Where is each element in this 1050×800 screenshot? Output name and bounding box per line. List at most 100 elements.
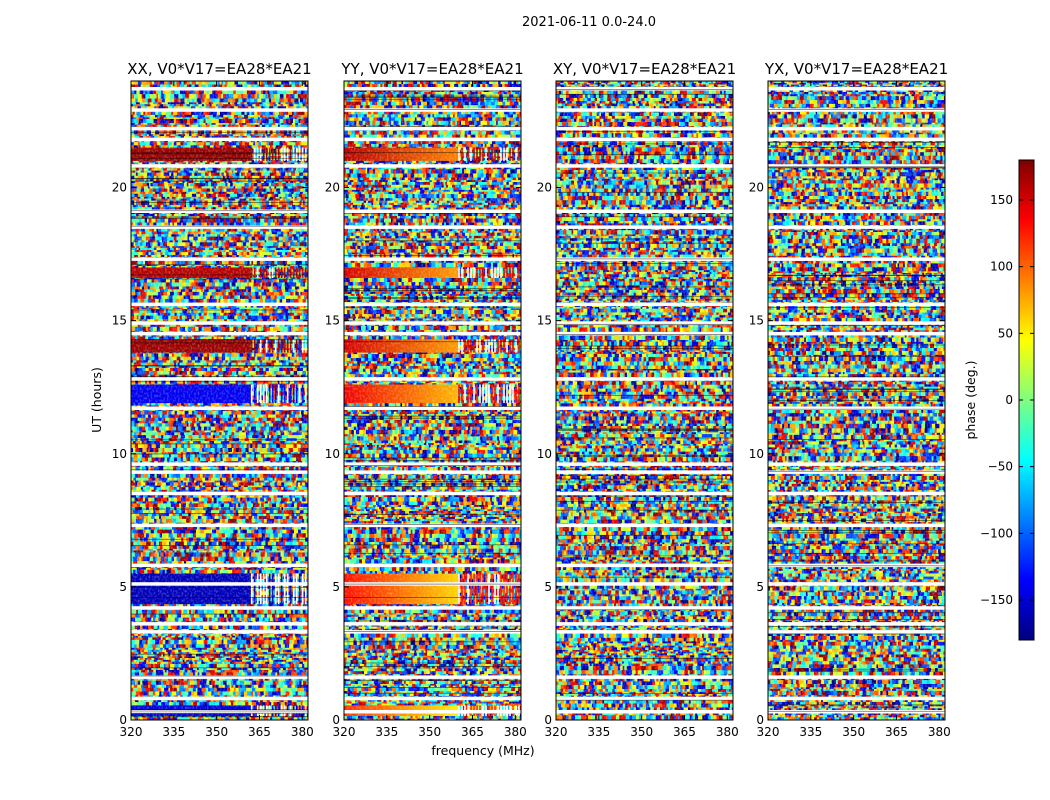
x-tick-label: 380 bbox=[504, 725, 527, 739]
flagged-row bbox=[768, 582, 945, 586]
x-tick-label: 335 bbox=[587, 725, 610, 739]
flagged-row bbox=[131, 87, 308, 91]
x-tick-label: 320 bbox=[757, 725, 780, 739]
colorbar-label: phase (deg.) bbox=[963, 361, 978, 440]
flagged-row bbox=[344, 470, 521, 474]
flagged-row bbox=[768, 225, 945, 229]
y-tick-label: 0 bbox=[119, 713, 127, 727]
flagged-row bbox=[768, 126, 945, 131]
flagged-row bbox=[131, 126, 308, 131]
x-tick-label: 380 bbox=[928, 725, 951, 739]
flagged-row bbox=[556, 710, 733, 714]
panel-xx: XX, V0*V17=EA28*EA21 0 5 10 15 20 320 335 350 365… bbox=[112, 60, 314, 739]
flagged-row bbox=[131, 491, 308, 496]
x-tick-label: 350 bbox=[418, 725, 441, 739]
heatmap-yy bbox=[344, 81, 521, 720]
y-tick-label: 20 bbox=[325, 181, 340, 195]
x-tick-label: 335 bbox=[799, 725, 822, 739]
y-tick-label: 0 bbox=[332, 713, 340, 727]
heatmap-xy bbox=[556, 81, 733, 720]
x-tick-label: 365 bbox=[885, 725, 908, 739]
flagged-row bbox=[344, 164, 521, 168]
y-tick-label: 20 bbox=[749, 181, 764, 195]
plot-frame bbox=[130, 80, 309, 721]
flagged-row bbox=[344, 137, 521, 142]
flagged-row bbox=[768, 606, 945, 610]
y-tick-label: 5 bbox=[332, 580, 340, 594]
flagged-row bbox=[131, 622, 308, 626]
x-tick-label: 350 bbox=[205, 725, 228, 739]
flagged-row bbox=[556, 675, 733, 679]
y-tick-label: 5 bbox=[544, 580, 552, 594]
panel-title-yx: YX, V0*V17=EA28*EA21 bbox=[764, 60, 948, 78]
flagged-row bbox=[556, 470, 733, 474]
flagged-row bbox=[556, 321, 733, 325]
flagged-row bbox=[131, 523, 308, 528]
y-axis-label: UT (hours) bbox=[89, 367, 104, 433]
colorbar: −150 −100 −50 0 50 100 150 bbox=[980, 159, 1035, 641]
y-tick-label: 5 bbox=[756, 580, 764, 594]
heatmap-xx bbox=[131, 81, 308, 720]
flagged-row bbox=[768, 406, 945, 410]
flagged-row bbox=[556, 87, 733, 91]
flagged-row bbox=[556, 630, 733, 634]
flagged-row bbox=[344, 108, 521, 112]
x-tick-label: 365 bbox=[248, 725, 271, 739]
flagged-row bbox=[131, 675, 308, 679]
flagged-row bbox=[768, 696, 945, 701]
flagged-row bbox=[344, 377, 521, 381]
y-tick-label: 20 bbox=[537, 181, 552, 195]
flagged-row bbox=[131, 582, 308, 586]
flagged-row bbox=[556, 462, 733, 466]
flagged-row bbox=[556, 331, 733, 336]
flagged-row bbox=[131, 406, 308, 410]
flagged-row bbox=[768, 462, 945, 466]
flagged-row bbox=[556, 209, 733, 213]
flagged-row bbox=[131, 321, 308, 325]
panel-title-xy: XY, V0*V17=EA28*EA21 bbox=[553, 60, 736, 78]
flagged-row bbox=[768, 470, 945, 474]
colorbar-tick-label: 150 bbox=[990, 193, 1013, 207]
x-tick-label: 335 bbox=[162, 725, 185, 739]
flagged-row bbox=[344, 606, 521, 610]
x-tick-label: 380 bbox=[716, 725, 739, 739]
flagged-row bbox=[768, 302, 945, 307]
colorbar-tick-label: −50 bbox=[988, 460, 1013, 474]
flagged-row bbox=[768, 87, 945, 91]
flagged-row bbox=[556, 523, 733, 528]
panel-xy: XY, V0*V17=EA28*EA21 0 5 10 15 20 320 335 350 365… bbox=[537, 60, 739, 739]
flagged-row bbox=[131, 462, 308, 466]
y-tick-label: 10 bbox=[112, 447, 127, 461]
flagged-row bbox=[768, 491, 945, 496]
x-tick-label: 320 bbox=[545, 725, 568, 739]
colorbar-tick-label: 50 bbox=[998, 326, 1013, 340]
flagged-row bbox=[768, 563, 945, 568]
panel-title-xx: XX, V0*V17=EA28*EA21 bbox=[127, 60, 311, 78]
y-tick-label: 5 bbox=[119, 580, 127, 594]
flagged-row bbox=[131, 108, 308, 112]
flagged-row bbox=[556, 108, 733, 112]
flagged-row bbox=[344, 462, 521, 466]
flagged-row bbox=[131, 377, 308, 381]
x-tick-label: 335 bbox=[375, 725, 398, 739]
flagged-row bbox=[131, 225, 308, 229]
y-tick-label: 10 bbox=[325, 447, 340, 461]
colorbar-tick-label: −100 bbox=[980, 526, 1013, 540]
figure-title: 2021-06-11 0.0-24.0 bbox=[522, 15, 656, 30]
flagged-row bbox=[768, 257, 945, 261]
flagged-row bbox=[131, 164, 308, 168]
x-tick-label: 350 bbox=[842, 725, 865, 739]
x-tick-label: 365 bbox=[461, 725, 484, 739]
flagged-row bbox=[556, 606, 733, 610]
panel-yx: YX, V0*V17=EA28*EA21 0 5 10 15 20 320 335 350 365… bbox=[749, 60, 951, 739]
colorbar-tick-label: −150 bbox=[980, 593, 1013, 607]
y-tick-label: 20 bbox=[112, 181, 127, 195]
x-axis-label: frequency (MHz) bbox=[431, 743, 534, 758]
flagged-row bbox=[131, 606, 308, 610]
flagged-row bbox=[131, 710, 308, 714]
y-tick-label: 10 bbox=[537, 447, 552, 461]
plot-frame bbox=[767, 80, 946, 721]
heatmap-yx bbox=[768, 81, 945, 720]
flagged-row bbox=[556, 302, 733, 307]
